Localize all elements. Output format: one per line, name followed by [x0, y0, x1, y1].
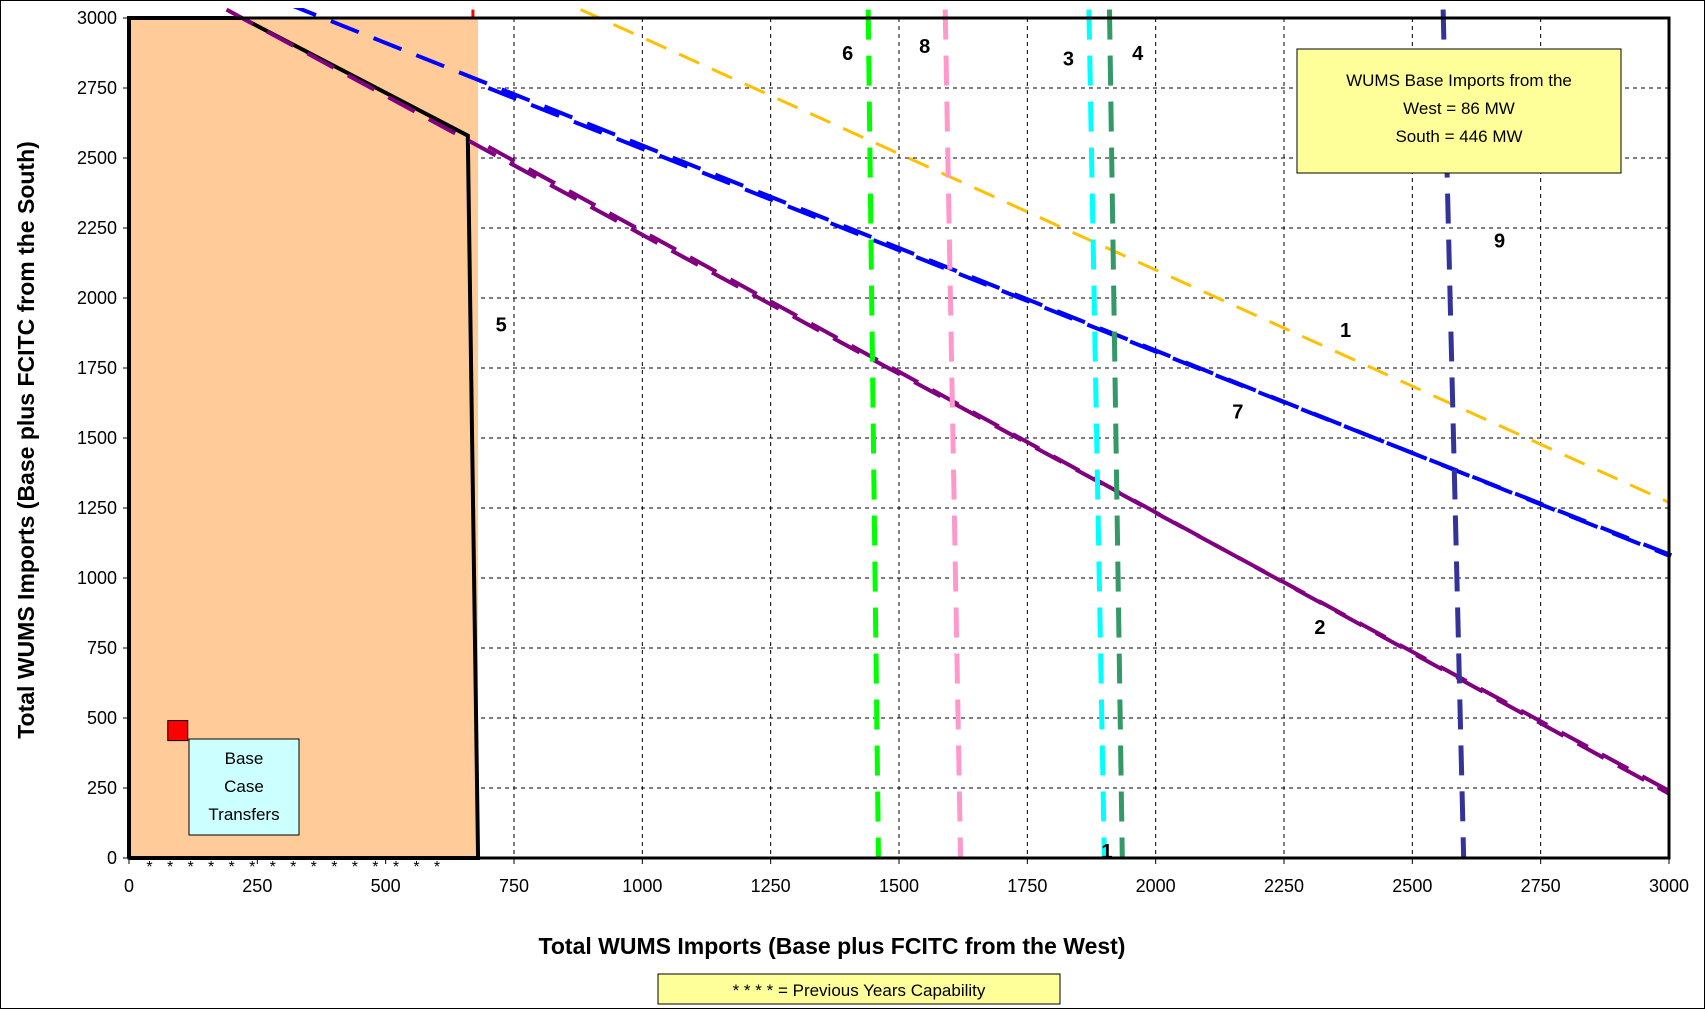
- previous-years-marker: *: [413, 859, 419, 876]
- base-case-point: [167, 720, 189, 742]
- previous-years-marker: *: [331, 859, 337, 876]
- previous-years-legend: * * * * = Previous Years Capability: [657, 973, 1061, 1005]
- base-case-line-3: Transfers: [208, 805, 279, 824]
- y-tick-label: 750: [87, 638, 117, 658]
- line-label-5: 5: [496, 315, 507, 337]
- line-label-2: 2: [1314, 617, 1325, 639]
- line-label-1: 1: [1340, 320, 1351, 342]
- line-label-6: 6: [842, 43, 853, 65]
- x-tick-label: 2500: [1392, 876, 1432, 896]
- y-tick-label: 3000: [77, 8, 117, 28]
- base-imports-annotation: WUMS Base Imports from the West = 86 MW …: [1296, 48, 1622, 174]
- line-label-8: 8: [919, 36, 930, 58]
- line-number-labels: 1 2 3 4 5 6 7 8 9 1: [496, 36, 1506, 863]
- x-tick-label: 2750: [1521, 876, 1561, 896]
- y-tick-label: 2250: [77, 218, 117, 238]
- y-axis-title: Total WUMS Imports (Base plus FCITC from…: [13, 141, 39, 739]
- base-case-marker: [167, 720, 189, 742]
- axis-ticks: 0 250 500 750 1000 1250 1500 1750 2000 2250 2500 27…: [77, 8, 1689, 896]
- constraint-line-6: [865, 9, 881, 858]
- x-tick-label: 750: [499, 876, 529, 896]
- constraint-line-7: [487, 86, 1681, 561]
- x-tick-label: 2000: [1136, 876, 1176, 896]
- constraint-line-8: [942, 9, 964, 858]
- previous-years-legend-box: [657, 973, 1061, 1005]
- previous-years-marker: *: [393, 859, 399, 876]
- line-label-7: 7: [1232, 401, 1243, 423]
- line-label-9: 9: [1494, 231, 1505, 253]
- x-tick-label: 250: [242, 876, 272, 896]
- previous-years-marker: *: [290, 859, 296, 876]
- y-tick-label: 2500: [77, 148, 117, 168]
- base-case-annotation: Base Case Transfers: [188, 738, 300, 836]
- previous-years-marker: *: [311, 859, 317, 876]
- x-tick-label: 1500: [879, 876, 919, 896]
- base-imports-box: [1296, 48, 1622, 174]
- constraint-line-4: [1106, 9, 1125, 858]
- previous-years-marker: *: [372, 859, 378, 876]
- previous-years-marker: *: [167, 859, 173, 876]
- previous-years-marker: *: [229, 859, 235, 876]
- y-tick-label: 500: [87, 708, 117, 728]
- constraint-line-3: [1086, 9, 1107, 858]
- previous-years-legend-text: * * * * = Previous Years Capability: [733, 981, 986, 1000]
- x-tick-label: 1000: [622, 876, 662, 896]
- previous-years-marker: *: [208, 859, 214, 876]
- base-case-line-1: Base: [225, 749, 264, 768]
- base-case-box: [188, 738, 300, 836]
- previous-years-marker: *: [352, 859, 358, 876]
- constraint-line-1: [580, 8, 1670, 504]
- x-tick-label: 0: [124, 876, 134, 896]
- line-label-4: 4: [1132, 43, 1144, 65]
- x-axis-title: Total WUMS Imports (Base plus FCITC from…: [539, 933, 1126, 959]
- x-tick-label: 2250: [1264, 876, 1304, 896]
- capability-region-fill: [129, 18, 479, 858]
- y-tick-label: 2000: [77, 288, 117, 308]
- y-tick-label: 0: [107, 848, 117, 868]
- constraint-line-2: [487, 145, 1670, 796]
- base-imports-line-1: WUMS Base Imports from the: [1346, 71, 1572, 90]
- base-case-line-2: Case: [224, 777, 264, 796]
- y-tick-label: 250: [87, 778, 117, 798]
- previous-years-marker: *: [270, 859, 276, 876]
- previous-years-marker: *: [434, 859, 440, 876]
- y-tick-label: 2750: [77, 78, 117, 98]
- previous-years-marker: *: [187, 859, 193, 876]
- base-imports-line-3: South = 446 MW: [1395, 127, 1522, 146]
- line-label-1: 1: [1101, 841, 1112, 863]
- x-tick-label: 3000: [1649, 876, 1689, 896]
- previous-years-marker: *: [146, 859, 152, 876]
- constraint-lines: [225, 8, 1681, 858]
- x-tick-label: 1750: [1007, 876, 1047, 896]
- y-tick-label: 1250: [77, 498, 117, 518]
- x-tick-label: 500: [371, 876, 401, 896]
- y-tick-label: 1750: [77, 358, 117, 378]
- y-tick-label: 1000: [77, 568, 117, 588]
- capability-region: * * * * * * * * * * * * * * *: [127, 16, 481, 876]
- y-tick-label: 1500: [77, 428, 117, 448]
- line-label-3: 3: [1063, 49, 1074, 71]
- x-tick-label: 1250: [751, 876, 791, 896]
- previous-years-marker: *: [249, 859, 255, 876]
- base-imports-line-2: West = 86 MW: [1403, 99, 1515, 118]
